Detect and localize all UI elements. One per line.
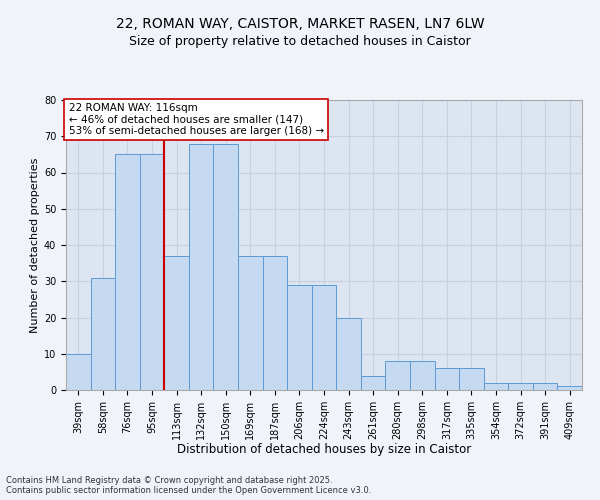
Bar: [434, 368, 459, 390]
Bar: [66, 354, 91, 390]
Text: Size of property relative to detached houses in Caistor: Size of property relative to detached ho…: [129, 35, 471, 48]
Text: Contains HM Land Registry data © Crown copyright and database right 2025.
Contai: Contains HM Land Registry data © Crown c…: [6, 476, 371, 495]
X-axis label: Distribution of detached houses by size in Caistor: Distribution of detached houses by size …: [177, 444, 471, 456]
Bar: [459, 368, 484, 390]
Bar: [115, 154, 140, 390]
Bar: [361, 376, 385, 390]
Y-axis label: Number of detached properties: Number of detached properties: [30, 158, 40, 332]
Bar: [336, 318, 361, 390]
Bar: [140, 154, 164, 390]
Bar: [287, 285, 312, 390]
Bar: [164, 256, 189, 390]
Text: 22 ROMAN WAY: 116sqm
← 46% of detached houses are smaller (147)
53% of semi-deta: 22 ROMAN WAY: 116sqm ← 46% of detached h…: [68, 103, 324, 136]
Bar: [312, 285, 336, 390]
Bar: [385, 361, 410, 390]
Bar: [91, 278, 115, 390]
Bar: [238, 256, 263, 390]
Bar: [533, 383, 557, 390]
Bar: [263, 256, 287, 390]
Bar: [410, 361, 434, 390]
Bar: [557, 386, 582, 390]
Bar: [214, 144, 238, 390]
Bar: [508, 383, 533, 390]
Bar: [189, 144, 214, 390]
Bar: [484, 383, 508, 390]
Text: 22, ROMAN WAY, CAISTOR, MARKET RASEN, LN7 6LW: 22, ROMAN WAY, CAISTOR, MARKET RASEN, LN…: [116, 18, 484, 32]
